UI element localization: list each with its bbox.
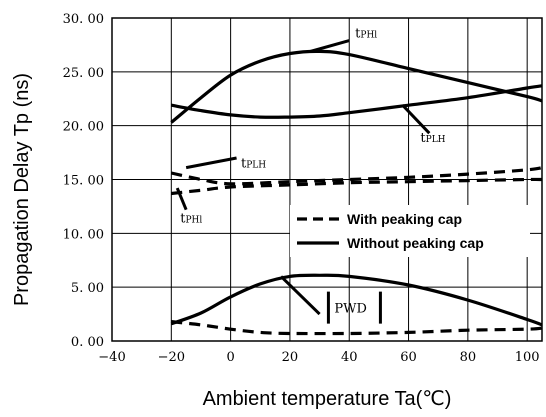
series-line-4-dashed (171, 177, 543, 196)
annotation-subscript: PLH (246, 161, 266, 171)
annotation-leader-tphl-lower (175, 187, 188, 211)
y-axis-title: Propagation Delay Tp (ns) (11, 73, 33, 306)
y-tick-label: 5. 00 (71, 281, 104, 296)
series-group (170, 49, 543, 336)
legend: With peaking cap Without peaking cap (290, 205, 530, 257)
annotation-leader-tplh-upper (401, 104, 431, 135)
y-tick-label: 20. 00 (63, 120, 104, 135)
x-tick-label: −40 (98, 350, 125, 365)
series-line-6-dashed (171, 320, 543, 336)
annotation-tphl-lower: tPHl (180, 212, 202, 227)
axes: −40 −20 0 20 40 60 80 100 0. 00 5. 00 10. 00 15. 00… (63, 12, 543, 365)
annotation-tphl-upper: tPHl (355, 26, 377, 41)
x-tick-label: 80 (460, 350, 477, 365)
x-tick-label: 40 (341, 350, 358, 365)
series-line-3-dashed (170, 166, 543, 186)
annotation-leader-tphl-upper (310, 39, 350, 53)
annotation-subscript: PHl (185, 216, 202, 226)
legend-label: With peaking cap (347, 211, 462, 227)
x-tick-label: −20 (158, 350, 185, 365)
series-line-5-solid (170, 273, 543, 327)
y-tick-label: 15. 00 (63, 174, 104, 189)
y-tick-label: 30. 00 (63, 12, 104, 27)
x-axis-title: Ambient temperature Ta(℃) (203, 388, 452, 410)
annotation-pwd: PWD (334, 302, 367, 317)
annotation-leader-pwd (279, 275, 321, 316)
x-tick-label: 0 (226, 350, 234, 365)
legend-label: Without peaking cap (347, 235, 484, 251)
annotation-subscript: PLH (426, 135, 446, 145)
y-tick-label: 25. 00 (63, 66, 104, 81)
x-tick-label: 60 (400, 350, 417, 365)
y-tick-label: 10. 00 (63, 227, 104, 242)
annotation-tplh-upper: tPLH (420, 131, 445, 146)
x-tick-label: 20 (282, 350, 299, 365)
x-tick-label: 100 (515, 350, 540, 365)
annotation-subscript: PHl (360, 30, 377, 40)
y-tick-label: 0. 00 (71, 335, 104, 350)
legend-background (290, 205, 530, 257)
annotation-leader-tplh-lower (185, 156, 237, 170)
plot-frame (111, 17, 543, 342)
annotation-tplh-lower: tPLH (241, 157, 266, 172)
annotations: tPHl tPLH tPLH tPHl PWD (175, 26, 446, 324)
series-line-2-solid (171, 84, 543, 119)
series-line-1-solid (170, 49, 543, 124)
